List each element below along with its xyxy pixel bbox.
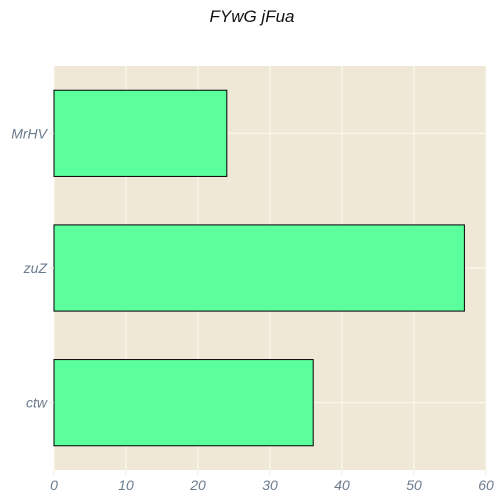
x-tick-label: 20: [189, 477, 206, 493]
y-tick-label: ctw: [26, 395, 48, 411]
x-tick-label: 30: [262, 477, 278, 493]
x-tick-label: 50: [406, 477, 422, 493]
bar-zuZ: [53, 224, 465, 312]
axis-ticks: 0 10 20 30 40 50 60 MrHV zuZ ctw: [11, 125, 494, 493]
x-tick-label: 10: [118, 477, 134, 493]
bar-ctw: [53, 359, 314, 447]
y-tick-label: MrHV: [11, 125, 48, 141]
x-tick-label: 40: [334, 477, 350, 493]
chart-title: FYwG jFua: [209, 7, 295, 26]
y-tick-label: zuZ: [23, 260, 48, 276]
bars: [53, 89, 465, 447]
x-tick-label: 60: [478, 477, 494, 493]
x-tick-label: 0: [50, 477, 58, 493]
bar-MrHV: [53, 89, 228, 177]
